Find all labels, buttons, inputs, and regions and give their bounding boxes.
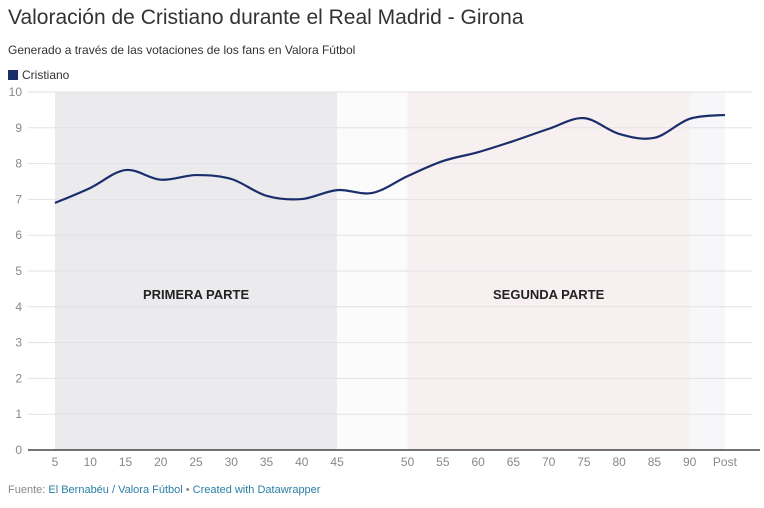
x-tick-label: 85	[648, 455, 662, 469]
y-tick-label: 6	[15, 228, 22, 242]
x-tick-label: 45	[330, 455, 344, 469]
y-tick-label: 8	[15, 157, 22, 171]
chart-title: Valoración de Cristiano durante el Real …	[8, 6, 524, 29]
x-tick-label: 20	[154, 455, 168, 469]
x-tick-label: 90	[683, 455, 697, 469]
x-tick-label: Post	[713, 455, 738, 469]
credit-link[interactable]: Created with Datawrapper	[192, 484, 321, 496]
data-point	[547, 127, 551, 131]
legend-label: Cristiano	[22, 68, 70, 82]
footer-separator: •	[182, 484, 193, 496]
data-point	[652, 136, 656, 140]
series-line-cristiano	[54, 113, 726, 204]
data-point	[688, 117, 692, 121]
data-point	[335, 188, 339, 192]
y-tick-label: 2	[15, 371, 22, 385]
data-point	[194, 173, 198, 177]
x-tick-label: 40	[295, 455, 309, 469]
y-tick-label: 0	[15, 443, 22, 457]
source-link[interactable]: El Bernabéu / Valora Fútbol	[48, 484, 183, 496]
annotation-label: SEGUNDA PARTE	[493, 287, 605, 302]
x-tick-label: 25	[189, 455, 203, 469]
chart-subtitle: Generado a través de las votaciones de l…	[8, 43, 356, 57]
data-point	[370, 191, 374, 195]
legend-swatch	[8, 70, 18, 80]
x-tick-label: 80	[612, 455, 626, 469]
x-tick-label: 75	[577, 455, 591, 469]
x-tick-label: 30	[225, 455, 239, 469]
annotation-label: PRIMERA PARTE	[143, 287, 250, 302]
x-tick-label: 60	[471, 455, 485, 469]
y-tick-label: 5	[15, 264, 22, 278]
y-tick-label: 9	[15, 121, 22, 135]
x-tick-label: 15	[119, 455, 133, 469]
data-point	[582, 116, 586, 120]
x-tick-label: 65	[507, 455, 521, 469]
data-point	[229, 177, 233, 181]
y-tick-label: 10	[9, 85, 23, 99]
data-point	[88, 186, 92, 190]
x-tick-label: 5	[52, 455, 59, 469]
data-point	[406, 174, 410, 178]
x-tick-label: 35	[260, 455, 274, 469]
data-point	[124, 168, 128, 172]
y-tick-label: 4	[15, 300, 22, 314]
data-point	[511, 139, 515, 143]
data-point	[159, 178, 163, 182]
legend: Cristiano	[8, 68, 69, 82]
data-point	[617, 132, 621, 136]
x-tick-label: 70	[542, 455, 556, 469]
data-point	[265, 194, 269, 198]
x-tick-label: 10	[84, 455, 98, 469]
x-tick-label: 55	[436, 455, 450, 469]
y-tick-label: 7	[15, 192, 22, 206]
footer: Fuente: El Bernabéu / Valora Fútbol • Cr…	[8, 484, 320, 496]
footer-label: Fuente:	[8, 484, 46, 496]
data-point	[723, 113, 727, 117]
y-tick-label: 3	[15, 336, 22, 350]
data-point	[476, 150, 480, 154]
y-tick-label: 1	[15, 407, 22, 421]
data-point	[441, 159, 445, 163]
x-tick-label: 50	[401, 455, 415, 469]
data-point	[53, 201, 57, 205]
data-point	[300, 197, 304, 201]
